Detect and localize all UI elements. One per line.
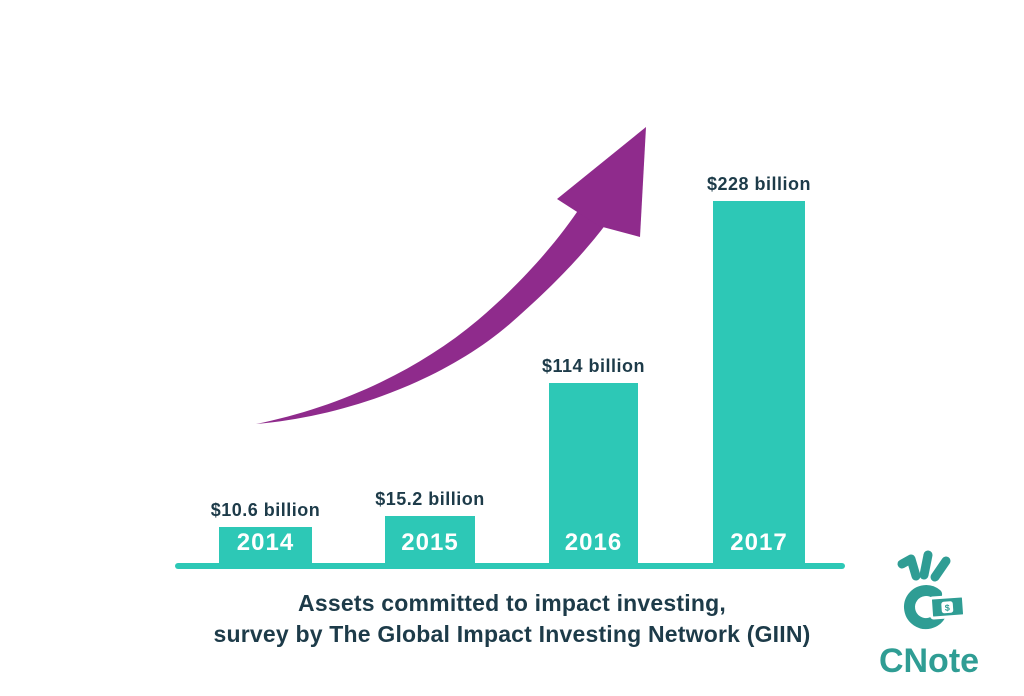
x-axis-line [175,563,845,569]
logo-text: CNote [878,642,980,680]
finger-middle [919,550,933,580]
bar-year-label: 2017 [730,529,788,556]
chart-caption: Assets committed to impact investing, su… [0,588,1024,650]
bar-year-label: 2015 [401,529,459,556]
bar-value-label: $114 billion [541,356,646,377]
dollar-bill: $ [928,594,967,620]
bar-value-label: $15.2 billion [375,489,485,510]
ok-hand-dollar-icon: $ [897,550,967,630]
finger-ring [930,556,951,582]
bar: 2017 [713,201,805,563]
growth-arrow-head [557,127,646,237]
bar-year-label: 2016 [564,529,623,556]
caption-line-1: Assets committed to impact investing, [298,590,726,616]
svg-text:$: $ [944,603,950,613]
bar: 2015 [385,516,475,563]
cnote-logo: $ CNote [874,548,984,688]
bar: 2016 [549,383,638,563]
bar-year-label: 2014 [236,529,295,556]
bar-value-label: $10.6 billion [210,500,321,521]
caption-line-2: survey by The Global Impact Investing Ne… [213,621,811,647]
bar-value-label: $228 billion [706,174,812,195]
finger-bent [897,554,921,581]
bar: 2014 [219,527,312,563]
ok-ring [904,585,946,630]
